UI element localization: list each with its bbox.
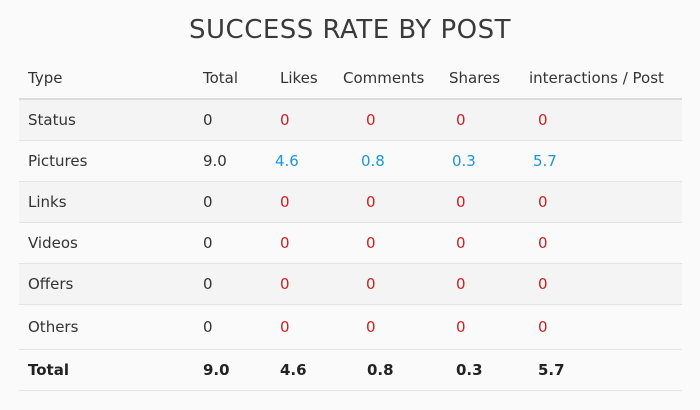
column-header-likes: Likes — [280, 69, 318, 87]
row-shares-value: 0.3 — [452, 152, 476, 170]
row-ipp-value: 0 — [538, 275, 548, 293]
table-row-status: Status 0 0 0 0 0 — [19, 100, 682, 141]
table-row-offers: Offers 0 0 0 0 0 — [19, 264, 682, 305]
row-ipp-value: 5.7 — [533, 152, 557, 170]
column-header-comments: Comments — [343, 69, 425, 87]
table-total-row: Total 9.0 4.6 0.8 0.3 5.7 — [19, 350, 682, 391]
row-total-value: 0 — [203, 234, 213, 252]
row-type-label: Links — [28, 193, 67, 211]
row-likes-value: 0 — [280, 318, 290, 336]
column-header-total: Total — [203, 69, 239, 87]
total-label: Total — [28, 361, 69, 379]
row-total-value: 0 — [203, 193, 213, 211]
column-header-interactions-per-post: interactions / Post — [529, 69, 664, 87]
column-header-type: Type — [28, 69, 63, 87]
success-rate-table: Type Total Likes Comments Shares interac… — [19, 58, 682, 391]
row-total-value: 0 — [203, 111, 213, 129]
column-header-shares: Shares — [449, 69, 501, 87]
row-total-value: 0 — [203, 275, 213, 293]
row-comments-value: 0 — [366, 318, 376, 336]
table-row-pictures: Pictures 9.0 4.6 0.8 0.3 5.7 — [19, 141, 682, 182]
row-likes-value: 0 — [280, 234, 290, 252]
row-likes-value: 4.6 — [275, 152, 299, 170]
row-shares-value: 0 — [456, 275, 466, 293]
row-ipp-value: 0 — [538, 111, 548, 129]
total-comments-value: 0.8 — [367, 361, 394, 379]
total-shares-value: 0.3 — [456, 361, 483, 379]
row-likes-value: 0 — [280, 275, 290, 293]
page-title: SUCCESS RATE BY POST — [189, 15, 511, 45]
row-type-label: Others — [28, 318, 79, 336]
row-shares-value: 0 — [456, 318, 466, 336]
total-total-value: 9.0 — [203, 361, 230, 379]
row-ipp-value: 0 — [538, 318, 548, 336]
total-likes-value: 4.6 — [280, 361, 307, 379]
row-ipp-value: 0 — [538, 234, 548, 252]
table-row-others: Others 0 0 0 0 0 — [19, 305, 682, 350]
row-likes-value: 0 — [280, 111, 290, 129]
row-shares-value: 0 — [456, 111, 466, 129]
table-header-row: Type Total Likes Comments Shares interac… — [19, 58, 682, 100]
row-type-label: Videos — [28, 234, 78, 252]
row-ipp-value: 0 — [538, 193, 548, 211]
row-shares-value: 0 — [456, 234, 466, 252]
row-type-label: Pictures — [28, 152, 88, 170]
row-type-label: Status — [28, 111, 76, 129]
row-shares-value: 0 — [456, 193, 466, 211]
table-row-links: Links 0 0 0 0 0 — [19, 182, 682, 223]
row-comments-value: 0 — [366, 234, 376, 252]
row-likes-value: 0 — [280, 193, 290, 211]
row-total-value: 0 — [203, 318, 213, 336]
row-type-label: Offers — [28, 275, 74, 293]
row-comments-value: 0.8 — [361, 152, 385, 170]
table-row-videos: Videos 0 0 0 0 0 — [19, 223, 682, 264]
row-comments-value: 0 — [366, 275, 376, 293]
row-comments-value: 0 — [366, 193, 376, 211]
row-comments-value: 0 — [366, 111, 376, 129]
total-ipp-value: 5.7 — [538, 361, 565, 379]
row-total-value: 9.0 — [203, 152, 227, 170]
